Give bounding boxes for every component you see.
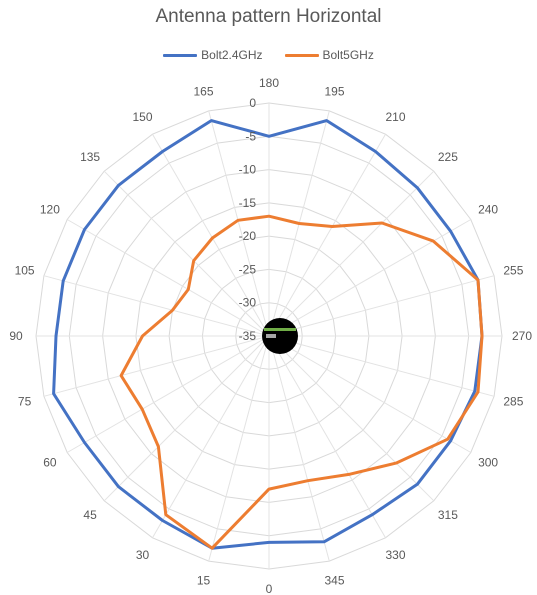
category-label: 225 [438, 150, 458, 164]
grid-spoke [268, 335, 386, 539]
category-label: 150 [132, 110, 152, 124]
category-label: 195 [324, 85, 344, 99]
category-label: 345 [324, 573, 344, 587]
category-label: 240 [478, 203, 498, 217]
category-label: 300 [478, 456, 498, 470]
grid-spoke [103, 335, 270, 502]
grid-spoke [268, 335, 330, 562]
radar-grid [35, 102, 503, 570]
grid-spoke [152, 133, 270, 337]
radar-series [52, 119, 484, 550]
category-label: 30 [136, 548, 150, 562]
radial-tick-label: 0 [249, 96, 256, 110]
legend-item-bolt24: Bolt2.4GHz [163, 48, 263, 62]
legend-item-bolt5: Bolt5GHz [284, 48, 374, 62]
category-label: 270 [512, 329, 532, 343]
category-label: 60 [43, 456, 57, 470]
category-label: 90 [9, 329, 23, 343]
grid-spoke [268, 219, 472, 337]
radial-tick-label: -15 [239, 196, 257, 210]
legend-label-bolt5: Bolt5GHz [322, 48, 374, 62]
category-label: 180 [259, 76, 279, 90]
center-badge [262, 318, 298, 354]
radial-tick-label: -25 [239, 262, 257, 276]
center-gray-block [266, 334, 276, 338]
chart-title: Antenna pattern Horizontal [155, 6, 382, 27]
radial-tick-label: -10 [239, 163, 257, 177]
grid-spoke [103, 170, 270, 337]
grid-spoke [268, 335, 472, 453]
grid-spoke [66, 335, 270, 453]
category-label: 315 [438, 508, 458, 522]
grid-spoke [43, 335, 270, 397]
category-label: 135 [80, 150, 100, 164]
radial-tick-label: -20 [239, 229, 257, 243]
radial-tick-label: -5 [245, 129, 256, 143]
category-label: 105 [15, 264, 35, 278]
legend: Bolt2.4GHz Bolt5GHz [0, 48, 537, 62]
legend-swatch-bolt5 [284, 53, 319, 57]
series-line-bolt24 [52, 119, 484, 550]
category-label: 165 [193, 85, 213, 99]
category-label: 120 [40, 203, 60, 217]
center-green-bar [264, 328, 296, 331]
radar-labels: 1801952102252402552702853003153303450153… [9, 76, 532, 595]
radial-tick-label: -35 [239, 329, 257, 343]
grid-spoke [268, 275, 495, 337]
grid-spoke [268, 170, 435, 337]
radial-tick-label: -30 [239, 296, 257, 310]
category-label: 45 [83, 508, 97, 522]
center-disc [262, 318, 298, 354]
series-line-bolt5 [119, 214, 484, 550]
category-label: 210 [385, 110, 405, 124]
grid-spoke [268, 133, 386, 337]
grid-spoke [66, 219, 270, 337]
grid-spoke [268, 335, 495, 397]
category-label: 285 [503, 395, 523, 409]
legend-label-bolt24: Bolt2.4GHz [201, 48, 263, 62]
category-label: 15 [197, 573, 211, 587]
category-label: 330 [385, 548, 405, 562]
grid-spoke [268, 335, 435, 502]
category-label: 75 [18, 395, 32, 409]
legend-swatch-bolt24 [163, 53, 198, 57]
grid-spoke [152, 335, 270, 539]
grid-spoke [208, 335, 270, 562]
category-label: 0 [266, 582, 273, 595]
grid-spoke [208, 110, 270, 337]
grid-spoke [43, 275, 270, 337]
category-label: 255 [503, 264, 523, 278]
